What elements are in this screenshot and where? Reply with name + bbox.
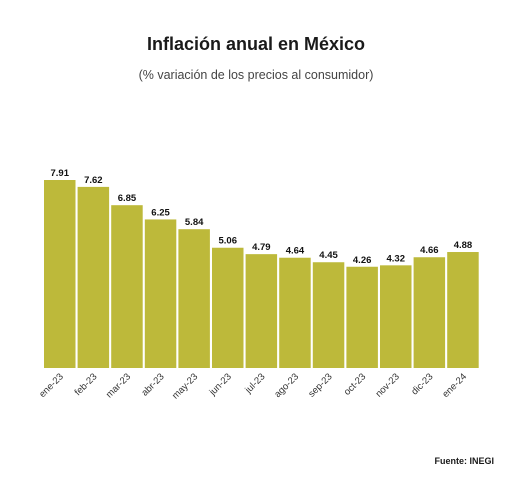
bar-dic-23 bbox=[413, 257, 446, 368]
bar-mar-23 bbox=[111, 205, 143, 368]
value-label-jul-23: 4.79 bbox=[252, 242, 271, 253]
value-label-ene-23: 7.91 bbox=[51, 168, 70, 179]
x-tick-label-dic-23: dic-23 bbox=[409, 371, 435, 397]
bar-ene-23 bbox=[44, 180, 76, 368]
bar-jun-23 bbox=[212, 247, 244, 368]
bar-nov-23 bbox=[380, 265, 412, 368]
x-tick-label-abr-23: abr-23 bbox=[139, 371, 166, 398]
bars-layer bbox=[44, 180, 479, 368]
x-tick-label-jul-23: jul-23 bbox=[243, 371, 268, 396]
bar-may-23 bbox=[178, 229, 210, 368]
chart-title: Inflación anual en México bbox=[146, 34, 366, 54]
chart-subtitle: (% variación de los precios al consumido… bbox=[138, 68, 374, 82]
x-tick-labels-layer: ene-23 feb-23 mar-23 abr-23 may-23 jun-23 jul-… bbox=[37, 371, 469, 401]
x-tick-label-ago-23: ago-23 bbox=[272, 371, 301, 400]
value-label-ago-23: 4.64 bbox=[286, 246, 305, 257]
bar-abr-23 bbox=[144, 219, 177, 368]
value-label-may-23: 5.84 bbox=[185, 217, 204, 228]
bar-ene-24 bbox=[447, 252, 479, 368]
x-tick-label-sep-23: sep-23 bbox=[306, 371, 334, 399]
value-label-sep-23: 4.45 bbox=[319, 250, 338, 261]
x-tick-label-feb-23: feb-23 bbox=[73, 371, 100, 398]
value-label-nov-23: 4.32 bbox=[387, 253, 406, 264]
x-tick-label-oct-23: oct-23 bbox=[342, 371, 368, 397]
x-tick-label-may-23: may-23 bbox=[170, 371, 200, 401]
value-label-feb-23: 7.62 bbox=[84, 175, 103, 186]
bar-sep-23 bbox=[312, 262, 345, 368]
value-label-mar-23: 6.85 bbox=[118, 193, 137, 204]
value-label-oct-23: 4.26 bbox=[353, 255, 372, 266]
bar-jul-23 bbox=[245, 254, 278, 368]
x-tick-label-nov-23: nov-23 bbox=[374, 371, 402, 399]
value-label-dic-23: 4.66 bbox=[420, 245, 439, 256]
value-labels-layer: 7.91 7.62 6.85 6.25 5.84 5.06 4.79 4.64 4.45 4.26… bbox=[51, 168, 473, 266]
x-tick-label-mar-23: mar-23 bbox=[104, 371, 133, 400]
source-note: Fuente: INEGI bbox=[434, 456, 494, 466]
x-tick-label-ene-24: ene-24 bbox=[440, 371, 469, 400]
value-label-ene-24: 4.88 bbox=[454, 240, 473, 251]
value-label-abr-23: 6.25 bbox=[151, 207, 170, 218]
x-tick-label-jun-23: jun-23 bbox=[207, 371, 234, 398]
value-label-jun-23: 5.06 bbox=[219, 236, 238, 247]
bar-oct-23 bbox=[346, 266, 378, 368]
x-tick-label-ene-23: ene-23 bbox=[37, 371, 66, 400]
bar-ago-23 bbox=[279, 257, 311, 368]
bar-feb-23 bbox=[77, 186, 110, 368]
